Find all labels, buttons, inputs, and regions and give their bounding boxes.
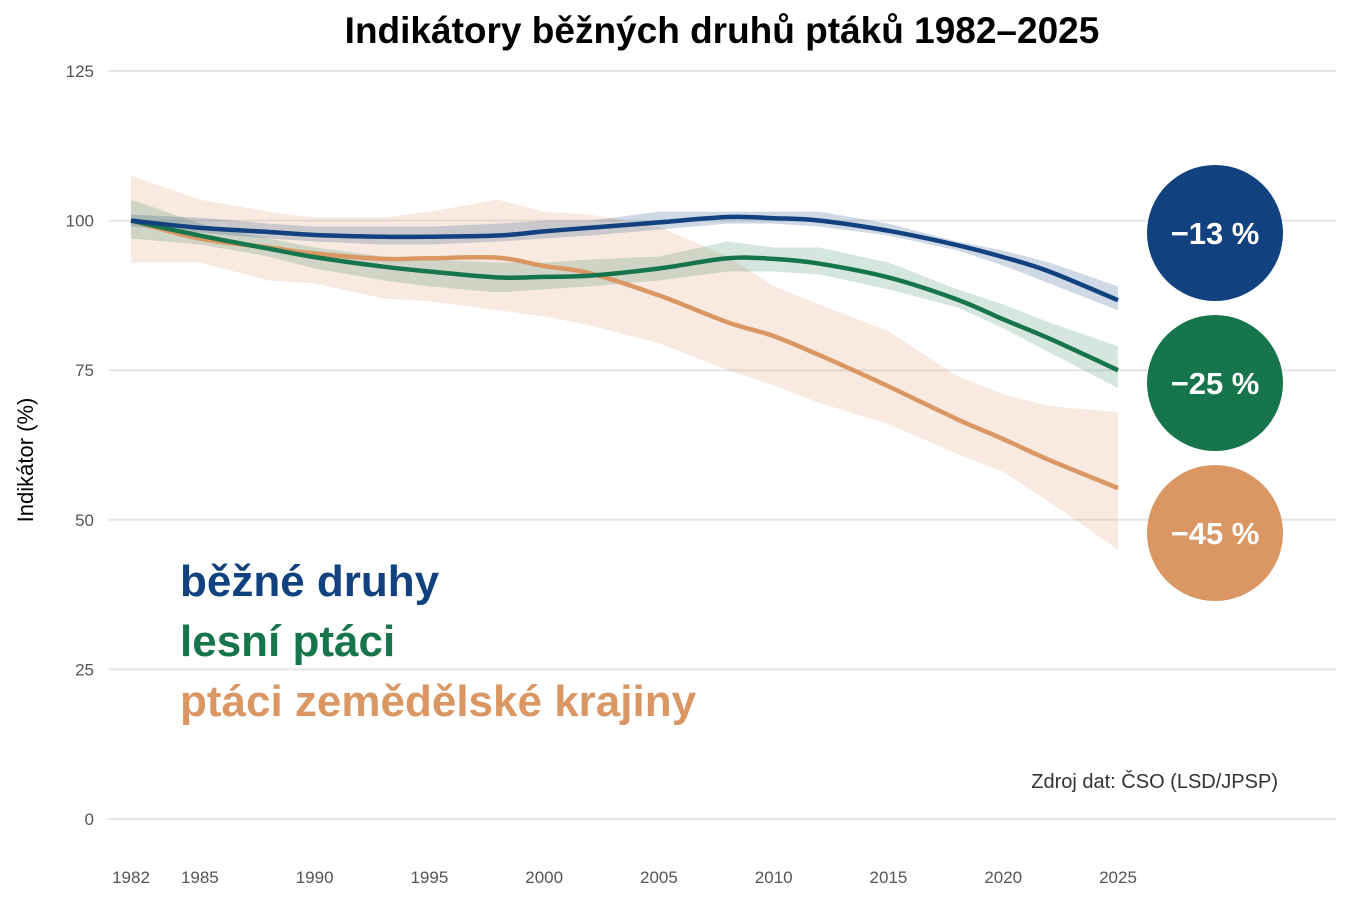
badge-label-common: −13 %: [1171, 216, 1260, 251]
series-line-2: [130, 218, 1119, 491]
confidence-band-2: [131, 175, 1118, 550]
confidence-band-1: [131, 199, 1118, 389]
y-axis-label: Indikátor (%): [13, 398, 38, 523]
x-tick-label: 1990: [296, 868, 334, 887]
x-tick-label: 1985: [181, 868, 219, 887]
series-lines: [130, 214, 1119, 491]
legend: běžné druhy lesní ptáci ptáci zemědělské…: [180, 557, 697, 726]
x-tick-label: 2020: [984, 868, 1022, 887]
x-tick-label: 2010: [755, 868, 793, 887]
series-line-1: [130, 218, 1119, 373]
grid: 0 25 50 75 100 125: [66, 62, 1336, 829]
badge-circle-common: [1147, 165, 1283, 301]
legend-entry-farmland: ptáci zemědělské krajiny: [180, 677, 697, 726]
x-tick-label: 2005: [640, 868, 678, 887]
badge-circle-farmland: [1147, 465, 1283, 601]
change-badges: −13 % −25 % −45 %: [1147, 165, 1283, 601]
badge-circle-forest: [1147, 315, 1283, 451]
y-tick-label: 125: [66, 62, 94, 81]
badge-label-farmland: −45 %: [1171, 516, 1260, 551]
x-tick-label: 2025: [1099, 868, 1137, 887]
badge-label-forest: −25 %: [1171, 366, 1260, 401]
y-tick-label: 25: [75, 660, 94, 679]
x-tick-label: 2015: [870, 868, 908, 887]
y-tick-label: 100: [66, 212, 94, 231]
x-axis: 1982 1985 1990 1995 2000 2005 2010 2015 2020 2025: [112, 868, 1137, 887]
x-tick-label: 1982: [112, 868, 150, 887]
chart-title: Indikátory běžných druhů ptáků 1982–2025: [345, 10, 1100, 51]
legend-entry-forest: lesní ptáci: [180, 617, 395, 666]
y-tick-label: 75: [75, 361, 94, 380]
y-tick-label: 0: [85, 810, 94, 829]
source-note: Zdroj dat: ČSO (LSD/JPSP): [1031, 770, 1278, 793]
y-tick-label: 50: [75, 511, 94, 530]
x-tick-label: 2000: [525, 868, 563, 887]
legend-entry-common: běžné druhy: [180, 557, 440, 606]
series-line-0: [130, 214, 1119, 303]
x-tick-label: 1995: [410, 868, 448, 887]
